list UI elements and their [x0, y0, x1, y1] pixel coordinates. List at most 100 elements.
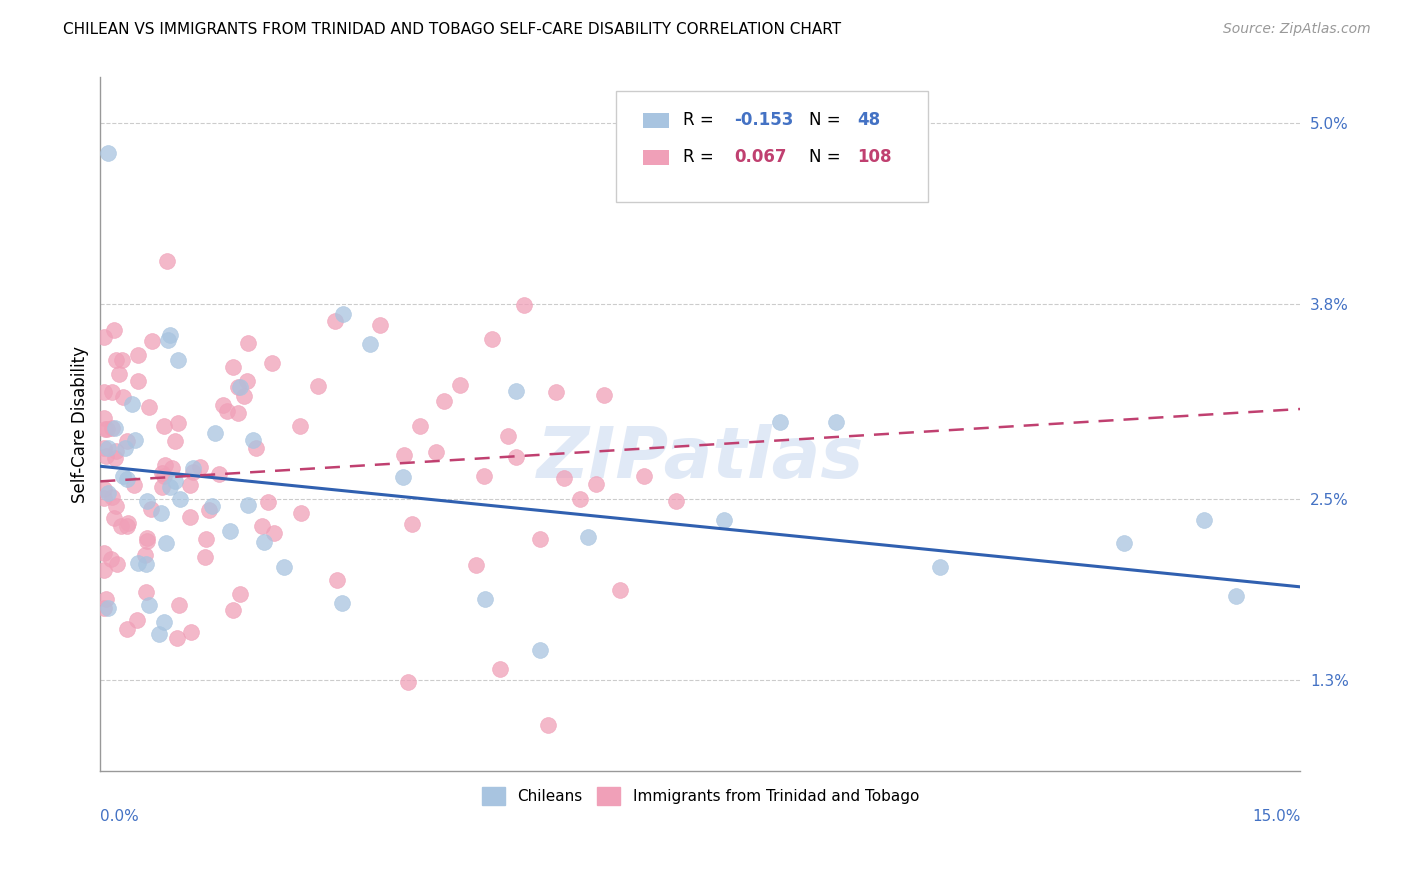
Point — [163, 434, 186, 449]
Point — [135, 533, 157, 548]
Point — [156, 254, 179, 268]
Point — [201, 500, 224, 514]
Point — [94, 422, 117, 436]
Point — [195, 532, 218, 546]
Point — [97, 601, 120, 615]
Point — [114, 441, 136, 455]
Point — [153, 615, 176, 629]
Point — [96, 422, 118, 436]
Point — [242, 433, 264, 447]
Point — [219, 524, 242, 538]
Point — [138, 598, 160, 612]
Point — [396, 674, 419, 689]
Text: 0.067: 0.067 — [734, 148, 786, 166]
Point — [134, 548, 156, 562]
Point — [160, 460, 183, 475]
Point — [136, 494, 159, 508]
Point — [288, 418, 311, 433]
Point — [529, 532, 551, 546]
Text: N =: N = — [810, 148, 846, 166]
Point — [93, 563, 115, 577]
Point — [472, 469, 495, 483]
Point — [104, 500, 127, 514]
Point — [222, 360, 245, 375]
Point — [332, 308, 354, 322]
Point — [93, 441, 115, 455]
Point — [633, 468, 655, 483]
Point — [232, 389, 254, 403]
Point — [929, 560, 952, 574]
Point — [245, 441, 267, 455]
Point — [250, 519, 273, 533]
Point — [169, 491, 191, 506]
Point — [159, 480, 181, 494]
Text: CHILEAN VS IMMIGRANTS FROM TRINIDAD AND TOBAGO SELF-CARE DISABILITY CORRELATION : CHILEAN VS IMMIGRANTS FROM TRINIDAD AND … — [63, 22, 841, 37]
Point — [127, 556, 149, 570]
Point — [609, 582, 631, 597]
Point — [323, 314, 346, 328]
Point — [229, 380, 252, 394]
Point — [181, 460, 204, 475]
Y-axis label: Self-Care Disability: Self-Care Disability — [72, 345, 89, 502]
Point — [391, 470, 413, 484]
Point — [713, 513, 735, 527]
Point — [181, 466, 204, 480]
Text: ZIPatlas: ZIPatlas — [537, 425, 863, 493]
Point — [135, 584, 157, 599]
Point — [505, 384, 527, 398]
Point — [167, 598, 190, 612]
Point — [769, 415, 792, 429]
Point — [115, 472, 138, 486]
Point — [155, 458, 177, 472]
Point — [529, 642, 551, 657]
Point — [93, 546, 115, 560]
Point — [127, 613, 149, 627]
Point — [150, 480, 173, 494]
Point — [197, 503, 219, 517]
Point — [359, 336, 381, 351]
Point — [236, 498, 259, 512]
Text: N =: N = — [810, 112, 846, 129]
Point — [401, 517, 423, 532]
Point — [111, 352, 134, 367]
Point — [425, 445, 447, 459]
Point — [157, 333, 180, 347]
Point — [263, 526, 285, 541]
Point — [155, 535, 177, 549]
Point — [569, 492, 592, 507]
Point — [105, 558, 128, 572]
Text: 48: 48 — [858, 112, 880, 129]
Point — [593, 388, 616, 402]
Point — [253, 534, 276, 549]
FancyBboxPatch shape — [643, 150, 669, 165]
Point — [117, 516, 139, 531]
FancyBboxPatch shape — [643, 112, 669, 128]
Point — [107, 367, 129, 381]
Text: Source: ZipAtlas.com: Source: ZipAtlas.com — [1223, 22, 1371, 37]
Point — [93, 411, 115, 425]
Point — [115, 434, 138, 448]
Point — [496, 429, 519, 443]
Point — [93, 482, 115, 496]
Point — [433, 393, 456, 408]
Text: -0.153: -0.153 — [734, 112, 793, 129]
Point — [330, 596, 353, 610]
Point — [127, 374, 149, 388]
Point — [94, 449, 117, 463]
Point — [226, 379, 249, 393]
Point — [103, 323, 125, 337]
Point — [97, 442, 120, 456]
Point — [1192, 512, 1215, 526]
Point — [489, 662, 512, 676]
Point — [273, 560, 295, 574]
Point — [152, 418, 174, 433]
Text: 108: 108 — [858, 148, 891, 166]
Point — [394, 448, 416, 462]
Text: 0.0%: 0.0% — [100, 809, 139, 824]
Point — [138, 401, 160, 415]
Point — [141, 334, 163, 348]
Point — [100, 384, 122, 399]
Point — [115, 623, 138, 637]
Point — [97, 486, 120, 500]
Point — [537, 718, 560, 732]
